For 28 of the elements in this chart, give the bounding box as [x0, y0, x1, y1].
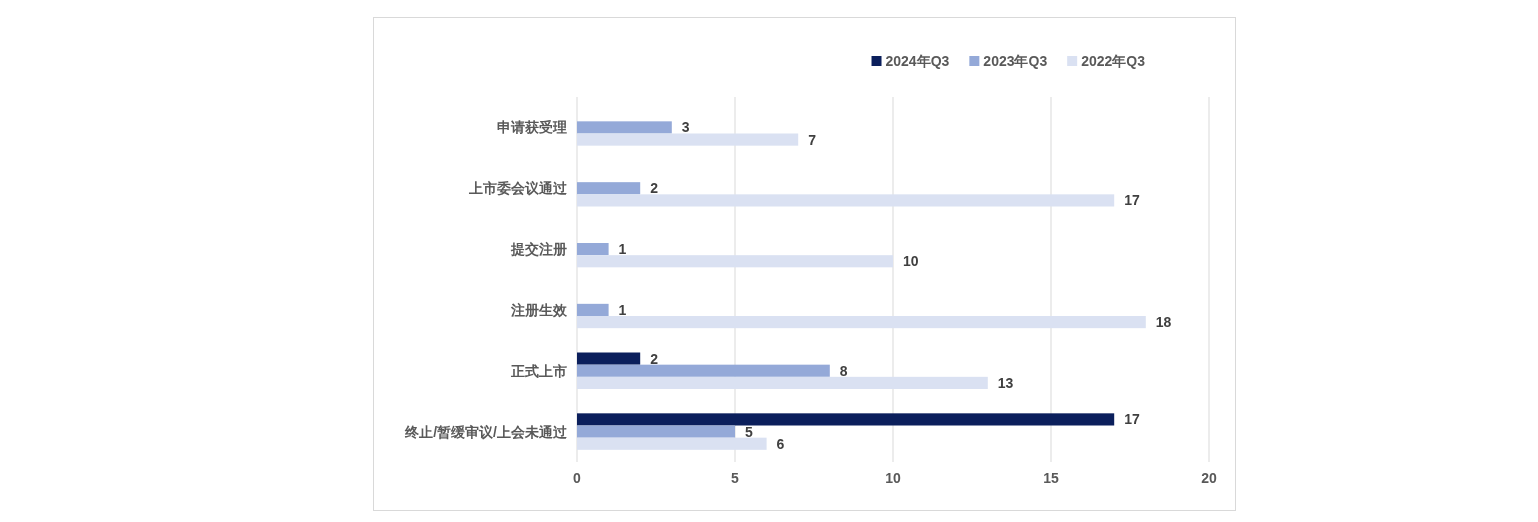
data-label: 2 — [650, 350, 658, 367]
data-label: 17 — [1124, 411, 1140, 428]
category-label: 注册生效 — [511, 301, 567, 318]
x-tick-label: 5 — [731, 470, 739, 486]
category-label: 上市委会议通过 — [469, 180, 567, 197]
data-label: 5 — [745, 423, 753, 440]
category-label: 申请获受理 — [497, 119, 567, 136]
category-label: 终止/暂缓审议/上会未通过 — [405, 423, 567, 440]
data-label: 8 — [839, 362, 848, 379]
data-label: 18 — [1155, 314, 1172, 331]
legend-label: 2022年Q3 — [1081, 53, 1145, 69]
data-label: 7 — [808, 131, 816, 148]
category-label: 正式上市 — [511, 362, 567, 379]
category-label: 提交注册 — [511, 241, 567, 258]
data-label: 2 — [650, 180, 658, 197]
data-label: 13 — [997, 374, 1014, 391]
data-label: 3 — [681, 119, 690, 136]
data-label: 1 — [618, 241, 627, 258]
x-tick-label: 0 — [573, 470, 581, 486]
data-label: 17 — [1124, 192, 1140, 209]
data-label: 1 — [618, 301, 627, 318]
legend-label: 2024年Q3 — [885, 53, 950, 69]
data-label: 6 — [776, 435, 785, 452]
legend-label: 2023年Q3 — [983, 53, 1048, 69]
data-label: 10 — [903, 253, 919, 270]
x-tick-label: 20 — [1201, 470, 1217, 486]
x-tick-label: 10 — [885, 470, 901, 486]
x-tick-label: 15 — [1043, 470, 1059, 486]
